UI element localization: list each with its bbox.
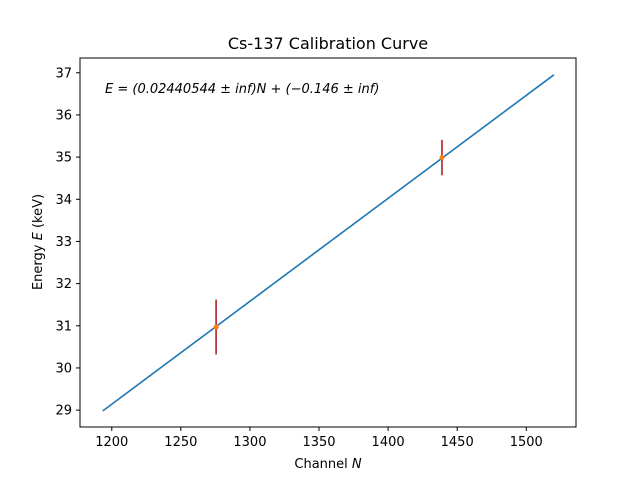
- x-tick-label: 1350: [302, 435, 335, 450]
- axis-ticks: 1200 1250 1300 1350 1400 1450 1500 29 30 31 32 33 34…: [55, 66, 542, 450]
- fit-line: [102, 74, 555, 412]
- x-tick-label: 1450: [441, 435, 474, 450]
- y-tick-label: 37: [55, 66, 72, 81]
- x-tick-label: 1500: [510, 435, 543, 450]
- y-axis-label: Energy E (keV): [31, 194, 46, 290]
- y-tick-label: 35: [55, 151, 72, 166]
- chart-title: Cs-137 Calibration Curve: [228, 34, 428, 53]
- x-axis-label-text: Channel: [294, 457, 352, 472]
- x-tick-label: 1400: [372, 435, 405, 450]
- y-tick-label: 30: [55, 361, 72, 376]
- y-tick-label: 29: [55, 404, 72, 419]
- y-tick-label: 33: [55, 235, 72, 250]
- x-axis-label-var: N: [352, 457, 362, 472]
- y-axis-label-unit: (keV): [31, 194, 46, 232]
- x-tick-label: 1300: [233, 435, 266, 450]
- x-tick-label: 1200: [95, 435, 128, 450]
- y-axis-label-var: E: [31, 231, 46, 240]
- x-axis-label: Channel N: [294, 457, 362, 472]
- y-axis-label-text: Energy: [31, 240, 46, 290]
- axes-frame: [79, 57, 577, 428]
- y-tick-label: 31: [55, 319, 72, 334]
- fit-equation-annotation: E = (0.02440544 ± inf)N + (−0.146 ± inf): [105, 82, 379, 97]
- y-tick-label: 34: [55, 193, 72, 208]
- data-point: [213, 324, 219, 330]
- plot-area: [102, 74, 555, 412]
- x-tick-label: 1250: [164, 435, 197, 450]
- y-tick-label: 36: [55, 108, 72, 123]
- data-point: [439, 155, 445, 161]
- y-tick-label: 32: [55, 277, 72, 292]
